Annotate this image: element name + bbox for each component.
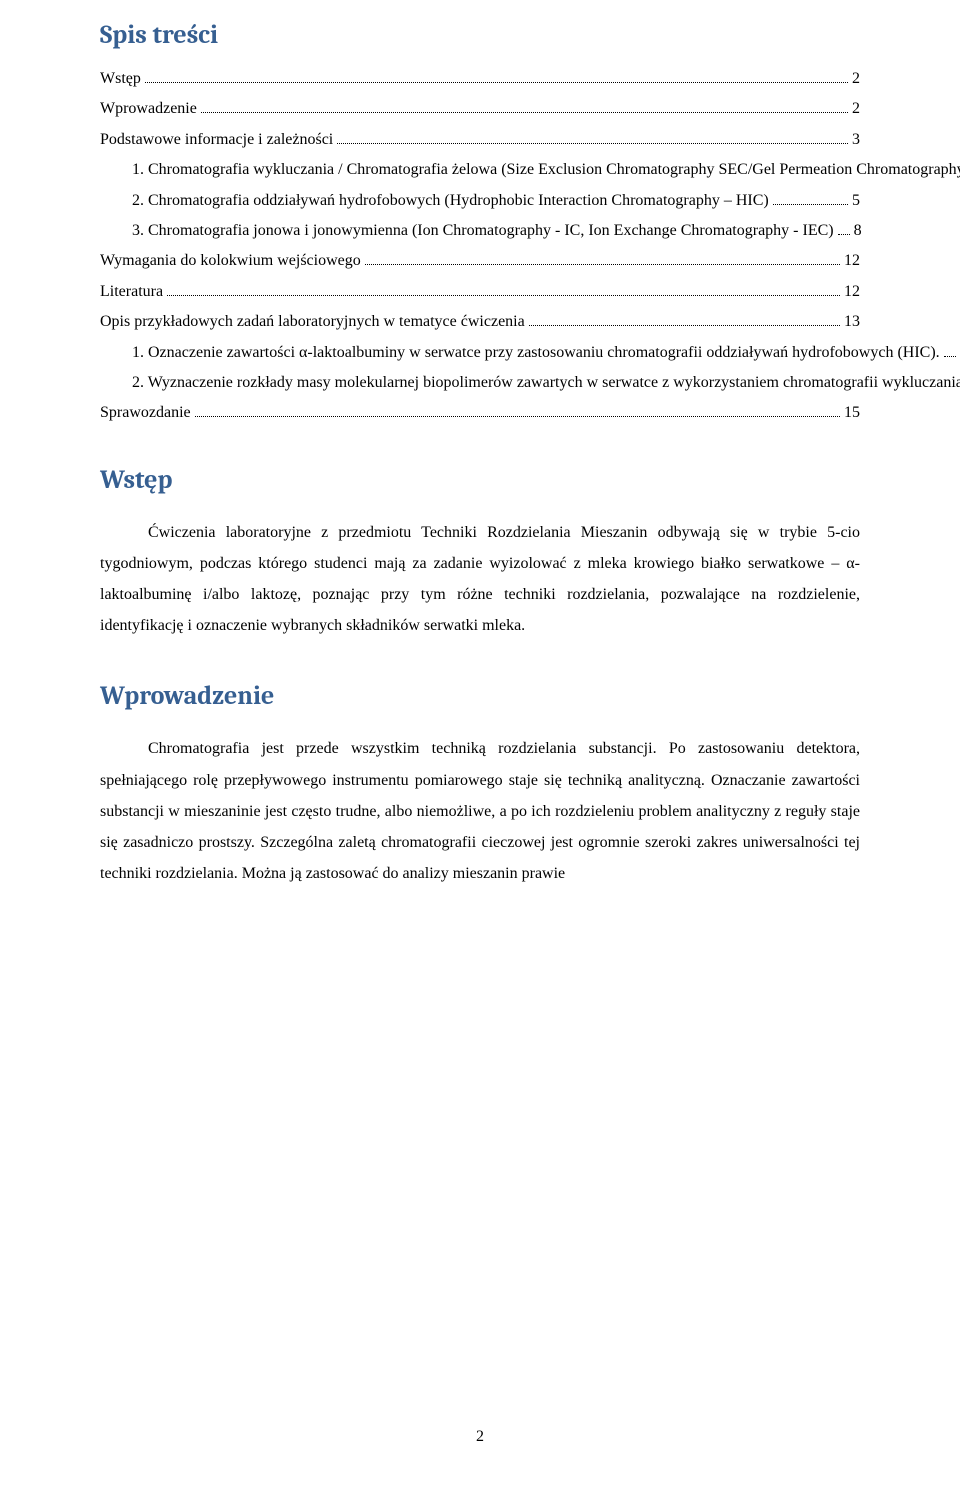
wstep-paragraph: Ćwiczenia laboratoryjne z przedmiotu Tec… bbox=[100, 517, 860, 642]
toc-leader bbox=[365, 264, 840, 265]
toc-row: Wymagania do kolokwium wejściowego 12 bbox=[100, 250, 860, 272]
toc-leader bbox=[201, 112, 848, 113]
toc-label: 1. Oznaczenie zawartości α-laktoalbuminy… bbox=[132, 342, 940, 364]
toc-label: 2. Chromatografia oddziaływań hydrofobow… bbox=[132, 190, 769, 212]
toc-page: 15 bbox=[844, 402, 860, 424]
toc-label: Wymagania do kolokwium wejściowego bbox=[100, 250, 361, 272]
toc-page: 8 bbox=[854, 220, 862, 242]
toc-page: 5 bbox=[852, 190, 860, 212]
toc-label: 2. Wyznaczenie rozkłady masy molekularne… bbox=[132, 372, 960, 394]
toc-page: 2 bbox=[852, 98, 860, 120]
toc-row: 2. Wyznaczenie rozkłady masy molekularne… bbox=[100, 372, 860, 394]
toc-row: Wprowadzenie 2 bbox=[100, 98, 860, 120]
toc-container: Wstęp 2 Wprowadzenie 2 Podstawowe informacje… bbox=[100, 68, 860, 425]
toc-page: 3 bbox=[852, 129, 860, 151]
toc-leader bbox=[167, 295, 840, 296]
toc-label: Literatura bbox=[100, 281, 163, 303]
toc-leader bbox=[529, 325, 840, 326]
toc-row: Opis przykładowych zadań laboratoryjnych… bbox=[100, 311, 860, 333]
toc-page: 13 bbox=[844, 311, 860, 333]
toc-page: 2 bbox=[852, 68, 860, 90]
toc-leader bbox=[838, 234, 850, 235]
toc-leader bbox=[145, 82, 848, 83]
toc-label: Podstawowe informacje i zależności bbox=[100, 129, 333, 151]
toc-row: Sprawozdanie 15 bbox=[100, 402, 860, 424]
toc-leader bbox=[773, 204, 848, 205]
toc-leader bbox=[337, 143, 848, 144]
toc-row: Literatura 12 bbox=[100, 281, 860, 303]
toc-row: 3. Chromatografia jonowa i jonowymienna … bbox=[100, 220, 860, 242]
toc-row: 1. Oznaczenie zawartości α-laktoalbuminy… bbox=[100, 342, 860, 364]
toc-label: Opis przykładowych zadań laboratoryjnych… bbox=[100, 311, 525, 333]
toc-label: Sprawozdanie bbox=[100, 402, 191, 424]
toc-leader bbox=[195, 416, 840, 417]
wstep-text: Ćwiczenia laboratoryjne z przedmiotu Tec… bbox=[100, 524, 860, 635]
page-number: 2 bbox=[0, 1428, 960, 1446]
toc-label: 1. Chromatografia wykluczania / Chromato… bbox=[132, 159, 960, 181]
wprowadzenie-heading: Wprowadzenie bbox=[100, 681, 860, 711]
toc-heading: Spis treści bbox=[100, 20, 860, 50]
toc-label: Wprowadzenie bbox=[100, 98, 197, 120]
toc-page: 12 bbox=[844, 250, 860, 272]
toc-label: Wstęp bbox=[100, 68, 141, 90]
toc-row: 2. Chromatografia oddziaływań hydrofobow… bbox=[100, 190, 860, 212]
toc-row: Podstawowe informacje i zależności 3 bbox=[100, 129, 860, 151]
toc-leader bbox=[944, 356, 956, 357]
wprowadzenie-text: Chromatografia jest przede wszystkim tec… bbox=[100, 740, 860, 882]
wprowadzenie-paragraph: Chromatografia jest przede wszystkim tec… bbox=[100, 733, 860, 889]
toc-row: Wstęp 2 bbox=[100, 68, 860, 90]
toc-label: 3. Chromatografia jonowa i jonowymienna … bbox=[132, 220, 834, 242]
toc-page: 12 bbox=[844, 281, 860, 303]
toc-row: 1. Chromatografia wykluczania / Chromato… bbox=[100, 159, 860, 181]
wstep-heading: Wstęp bbox=[100, 465, 860, 495]
